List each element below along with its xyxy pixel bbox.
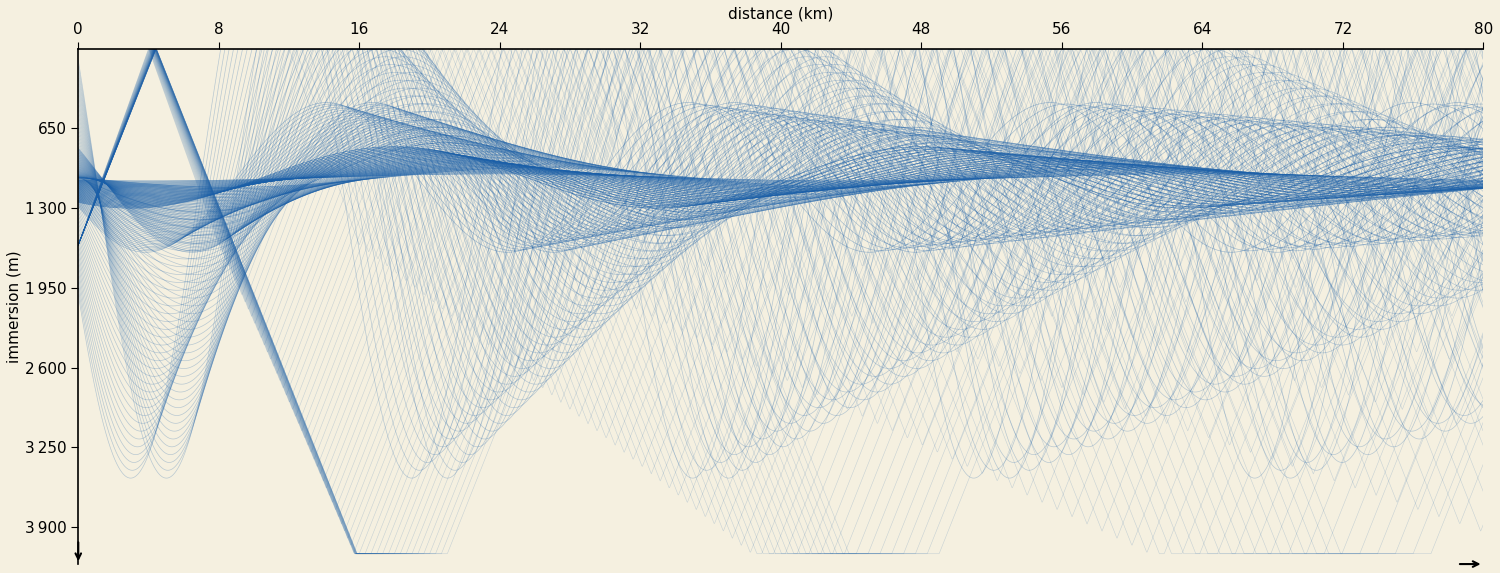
- Y-axis label: immersion (m): immersion (m): [8, 250, 22, 363]
- X-axis label: distance (km): distance (km): [728, 7, 834, 22]
